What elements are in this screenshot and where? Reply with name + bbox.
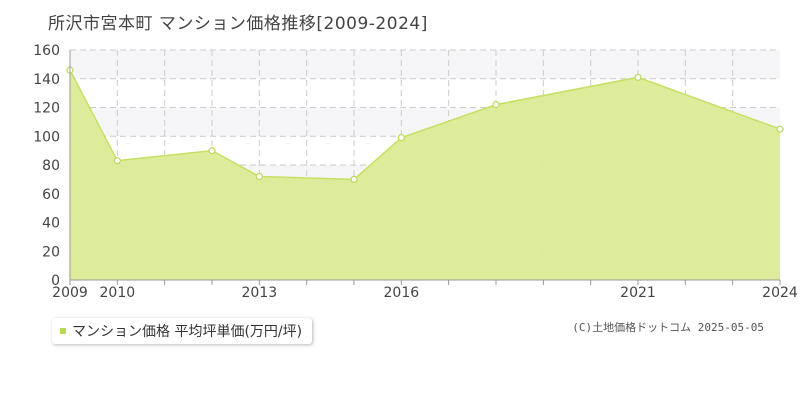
x-tick-label: 2010 (100, 285, 136, 300)
y-tick-label: 20 (42, 244, 60, 260)
copyright-text: (C)土地価格ドットコム 2025-05-05 (572, 321, 764, 334)
y-tick-label: 140 (33, 72, 60, 88)
data-point (350, 175, 358, 183)
data-point (255, 172, 263, 181)
data-point (776, 125, 784, 133)
data-point (113, 157, 121, 165)
data-point (492, 101, 500, 109)
grid-band (70, 50, 780, 79)
y-tick-label: 100 (33, 129, 60, 145)
y-tick-label: 120 (33, 101, 60, 117)
data-point (634, 73, 642, 81)
data-point (208, 147, 216, 155)
chart-title: 所沢市宮本町 マンション価格推移[2009-2024] (48, 14, 428, 34)
y-tick-label: 160 (33, 43, 60, 59)
y-tick-label: 60 (42, 187, 60, 203)
y-tick-label: 0 (51, 273, 60, 289)
y-tick-label: 80 (42, 158, 60, 174)
x-tick-label: 2024 (762, 285, 798, 300)
x-tick-label: 2021 (620, 285, 656, 300)
x-tick-label: 2016 (384, 285, 420, 300)
price-chart: 0 20 40 60 80 100 120 140 160 2009 2010 2013 2016 202… (33, 43, 798, 300)
data-point (397, 134, 405, 142)
series-area (70, 70, 780, 280)
legend-swatch (60, 328, 66, 334)
x-tick-label: 2013 (242, 285, 278, 300)
x-tick-label: 2009 (52, 285, 88, 300)
legend-label: マンション価格 平均坪単価(万円/坪) (72, 324, 303, 340)
legend: マンション価格 平均坪単価(万円/坪) (52, 318, 313, 344)
y-tick-label: 40 (42, 216, 60, 232)
